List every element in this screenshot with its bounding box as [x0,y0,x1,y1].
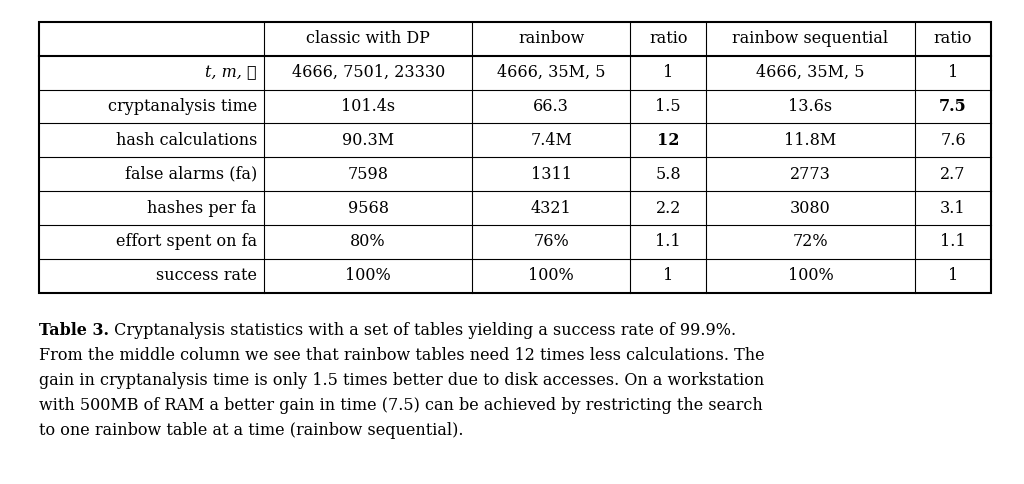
Text: rainbow sequential: rainbow sequential [732,30,889,47]
Text: success rate: success rate [156,267,257,285]
Text: From the middle column we see that rainbow tables need 12 times less calculation: From the middle column we see that rainb… [39,348,765,439]
Text: 2.2: 2.2 [655,199,681,217]
Text: ratio: ratio [649,30,687,47]
Text: 72%: 72% [793,233,828,251]
Text: 1: 1 [948,267,958,285]
Text: 1.1: 1.1 [940,233,966,251]
Text: 2773: 2773 [791,166,831,183]
Text: 4666, 7501, 23330: 4666, 7501, 23330 [292,64,444,81]
Text: rainbow: rainbow [518,30,585,47]
Text: 1.1: 1.1 [655,233,681,251]
Text: effort spent on fa: effort spent on fa [116,233,257,251]
Text: 2.7: 2.7 [940,166,966,183]
Text: 1.5: 1.5 [655,98,681,115]
Text: classic with DP: classic with DP [306,30,430,47]
Text: 7598: 7598 [348,166,389,183]
Text: 100%: 100% [787,267,834,285]
Text: 7.4M: 7.4M [530,132,572,149]
Text: 1: 1 [948,64,958,81]
Text: 4321: 4321 [530,199,571,217]
Text: false alarms (fa): false alarms (fa) [125,166,257,183]
Text: Table 3.: Table 3. [39,322,109,339]
Text: 100%: 100% [345,267,391,285]
Text: 11.8M: 11.8M [784,132,837,149]
Text: ratio: ratio [934,30,972,47]
Text: cryptanalysis time: cryptanalysis time [108,98,257,115]
Bar [39,22,991,293]
Text: 1: 1 [663,267,674,285]
Text: 3.1: 3.1 [940,199,966,217]
Text: 66.3: 66.3 [534,98,569,115]
Text: 5.8: 5.8 [655,166,681,183]
Text: 80%: 80% [350,233,386,251]
Text: 101.4s: 101.4s [341,98,395,115]
Text: 7.5: 7.5 [939,98,967,115]
Text: 3080: 3080 [791,199,830,217]
Text: hash calculations: hash calculations [116,132,257,149]
Text: 90.3M: 90.3M [342,132,394,149]
Text: Cryptanalysis statistics with a set of tables yielding a success rate of 99.9%.: Cryptanalysis statistics with a set of t… [109,322,736,339]
Text: hashes per fa: hashes per fa [147,199,257,217]
Text: 12: 12 [657,132,679,149]
Text: 13.6s: 13.6s [788,98,833,115]
Text: 1311: 1311 [530,166,571,183]
Text: t, m, ℓ: t, m, ℓ [205,64,257,81]
Text: 4666, 35M, 5: 4666, 35M, 5 [497,64,605,81]
Text: 4666, 35M, 5: 4666, 35M, 5 [757,64,865,81]
Text: 100%: 100% [528,267,574,285]
Text: 76%: 76% [534,233,569,251]
Text: 7.6: 7.6 [940,132,966,149]
Text: 9568: 9568 [348,199,389,217]
Text: 1: 1 [663,64,674,81]
